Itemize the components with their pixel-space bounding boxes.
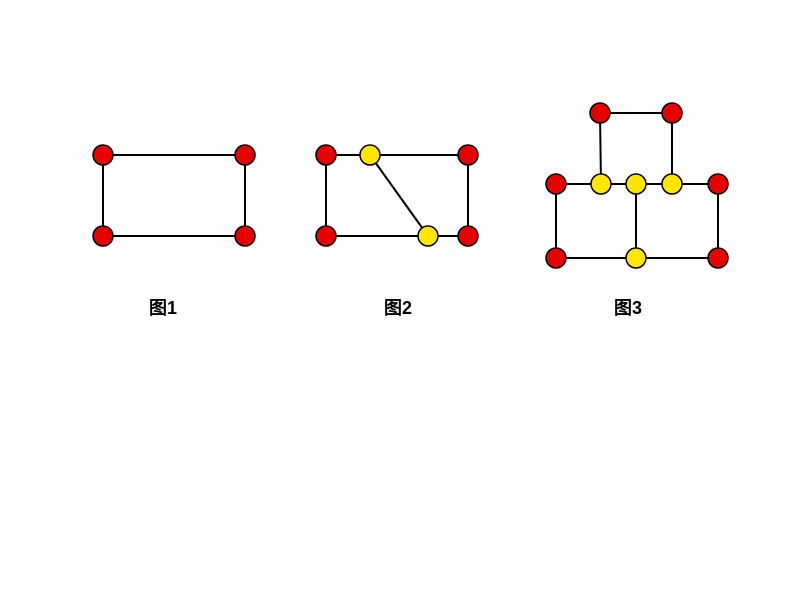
caption-fig1: 图1 [133,294,193,320]
fig3-group [546,103,728,268]
fig1-group [93,145,255,246]
caption-fig2: 图2 [368,294,428,320]
caption-fig3: 图3 [598,294,658,320]
fig2-group [316,145,478,246]
